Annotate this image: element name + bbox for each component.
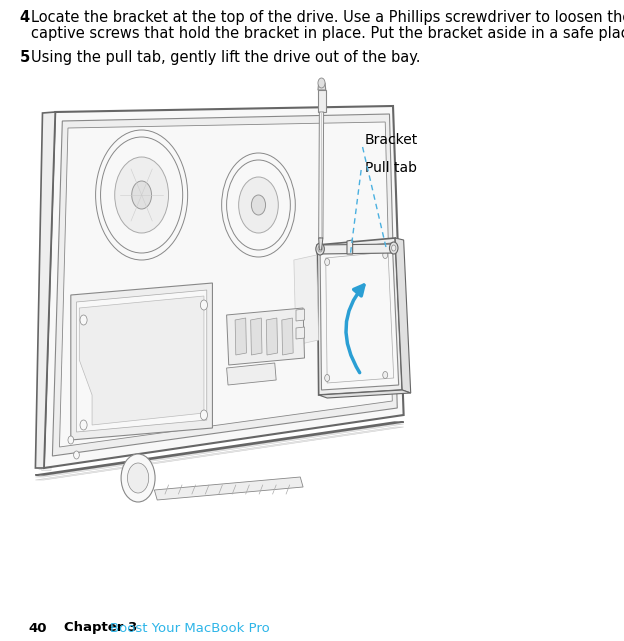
Polygon shape bbox=[36, 424, 404, 477]
Polygon shape bbox=[318, 90, 326, 112]
Text: 5: 5 bbox=[20, 50, 30, 65]
Circle shape bbox=[68, 436, 74, 444]
Circle shape bbox=[383, 372, 388, 378]
Polygon shape bbox=[318, 83, 326, 90]
Text: Pull tab: Pull tab bbox=[364, 161, 417, 175]
Polygon shape bbox=[235, 318, 246, 355]
Polygon shape bbox=[39, 113, 59, 469]
Text: captive screws that hold the bracket in place. Put the bracket aside in a safe p: captive screws that hold the bracket in … bbox=[31, 26, 624, 41]
Polygon shape bbox=[319, 238, 323, 250]
Polygon shape bbox=[319, 244, 395, 254]
Polygon shape bbox=[36, 112, 56, 468]
Polygon shape bbox=[44, 106, 404, 468]
Polygon shape bbox=[317, 238, 402, 395]
Circle shape bbox=[389, 242, 398, 254]
Polygon shape bbox=[296, 327, 305, 339]
Polygon shape bbox=[77, 290, 207, 432]
Circle shape bbox=[392, 245, 396, 251]
Polygon shape bbox=[154, 477, 303, 500]
Circle shape bbox=[80, 420, 87, 430]
Circle shape bbox=[74, 451, 79, 459]
Polygon shape bbox=[294, 255, 319, 345]
Polygon shape bbox=[227, 363, 276, 385]
FancyArrowPatch shape bbox=[346, 285, 364, 372]
Circle shape bbox=[251, 195, 266, 215]
Polygon shape bbox=[319, 112, 324, 238]
Text: Locate the bracket at the top of the drive. Use a Phillips screwdriver to loosen: Locate the bracket at the top of the dri… bbox=[31, 10, 624, 25]
Circle shape bbox=[200, 300, 208, 310]
Circle shape bbox=[100, 137, 183, 253]
Text: Bracket: Bracket bbox=[364, 133, 418, 147]
Polygon shape bbox=[266, 318, 278, 355]
Polygon shape bbox=[36, 427, 404, 480]
Circle shape bbox=[324, 374, 329, 381]
Text: Chapter 3: Chapter 3 bbox=[64, 622, 137, 635]
Text: Boost Your MacBook Pro: Boost Your MacBook Pro bbox=[110, 622, 270, 635]
Circle shape bbox=[80, 315, 87, 325]
Polygon shape bbox=[79, 296, 204, 425]
Polygon shape bbox=[282, 318, 293, 355]
Polygon shape bbox=[37, 112, 57, 469]
Polygon shape bbox=[395, 238, 411, 393]
Circle shape bbox=[383, 251, 388, 258]
Text: 40: 40 bbox=[28, 622, 47, 635]
Circle shape bbox=[121, 454, 155, 502]
Text: Using the pull tab, gently lift the drive out of the bay.: Using the pull tab, gently lift the driv… bbox=[31, 50, 421, 65]
Circle shape bbox=[318, 78, 325, 88]
Polygon shape bbox=[52, 114, 397, 456]
Circle shape bbox=[115, 157, 168, 233]
Polygon shape bbox=[296, 309, 305, 321]
Circle shape bbox=[318, 246, 322, 252]
Polygon shape bbox=[251, 318, 262, 355]
Polygon shape bbox=[227, 308, 305, 365]
Polygon shape bbox=[59, 122, 392, 447]
Polygon shape bbox=[347, 240, 353, 254]
Circle shape bbox=[200, 410, 208, 420]
Circle shape bbox=[324, 258, 329, 265]
Circle shape bbox=[316, 243, 324, 255]
Polygon shape bbox=[71, 283, 212, 440]
Circle shape bbox=[127, 463, 149, 493]
Circle shape bbox=[238, 177, 278, 233]
Polygon shape bbox=[319, 390, 411, 398]
Polygon shape bbox=[320, 243, 399, 390]
Circle shape bbox=[227, 160, 290, 250]
Text: 4: 4 bbox=[20, 10, 30, 25]
Polygon shape bbox=[42, 113, 62, 470]
Polygon shape bbox=[326, 252, 394, 383]
Polygon shape bbox=[36, 422, 404, 475]
Circle shape bbox=[132, 181, 152, 209]
